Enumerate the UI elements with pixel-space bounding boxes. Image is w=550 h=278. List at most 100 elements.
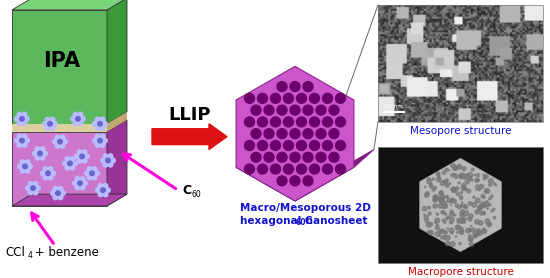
Circle shape (444, 212, 446, 214)
Text: nanosheet: nanosheet (302, 216, 367, 226)
Circle shape (277, 152, 287, 162)
Circle shape (485, 219, 490, 224)
Circle shape (100, 142, 106, 148)
Circle shape (453, 166, 458, 170)
Text: IPA: IPA (43, 51, 80, 71)
Circle shape (76, 158, 82, 164)
Circle shape (303, 176, 313, 186)
Circle shape (441, 236, 443, 239)
Circle shape (64, 157, 76, 169)
Circle shape (460, 212, 464, 215)
Circle shape (477, 179, 480, 181)
Circle shape (336, 117, 345, 127)
Circle shape (478, 207, 482, 210)
Text: Macropore structure: Macropore structure (408, 267, 514, 277)
Circle shape (461, 185, 466, 190)
Circle shape (303, 105, 313, 115)
Circle shape (277, 82, 287, 91)
Circle shape (461, 204, 463, 206)
Circle shape (476, 185, 480, 189)
Circle shape (91, 175, 97, 181)
Circle shape (493, 216, 496, 219)
Circle shape (89, 170, 95, 176)
Text: Macro/Mesoporous 2D: Macro/Mesoporous 2D (240, 203, 371, 213)
Circle shape (454, 214, 456, 216)
Circle shape (102, 162, 108, 168)
Polygon shape (12, 124, 107, 132)
Circle shape (86, 175, 92, 181)
Circle shape (453, 199, 456, 203)
Circle shape (35, 155, 41, 161)
Circle shape (438, 176, 441, 178)
Circle shape (448, 170, 450, 171)
Circle shape (435, 221, 437, 224)
Circle shape (21, 133, 28, 139)
Circle shape (19, 138, 25, 144)
Circle shape (480, 204, 483, 208)
Circle shape (74, 153, 80, 160)
Circle shape (459, 219, 460, 221)
Circle shape (465, 180, 469, 184)
Circle shape (495, 185, 497, 186)
Circle shape (456, 232, 458, 233)
Circle shape (84, 170, 90, 176)
Circle shape (42, 150, 48, 157)
Circle shape (439, 197, 444, 202)
Circle shape (464, 188, 466, 190)
Circle shape (25, 185, 31, 191)
Circle shape (439, 178, 440, 179)
Circle shape (102, 153, 108, 159)
Circle shape (443, 180, 445, 182)
Circle shape (271, 93, 281, 103)
Circle shape (290, 152, 300, 162)
Circle shape (52, 139, 58, 145)
Circle shape (459, 230, 463, 234)
Circle shape (476, 189, 477, 190)
Circle shape (449, 228, 454, 233)
Circle shape (446, 184, 449, 187)
Circle shape (28, 190, 34, 195)
Polygon shape (236, 150, 315, 201)
Circle shape (310, 140, 320, 150)
Circle shape (59, 143, 65, 149)
Polygon shape (12, 194, 127, 206)
Circle shape (296, 164, 306, 174)
Circle shape (468, 202, 472, 205)
Circle shape (485, 189, 488, 191)
Circle shape (468, 217, 472, 221)
Circle shape (463, 219, 465, 220)
Circle shape (468, 236, 473, 241)
Circle shape (22, 163, 28, 169)
Circle shape (443, 235, 447, 238)
Circle shape (432, 188, 436, 191)
Circle shape (430, 185, 433, 188)
Circle shape (97, 183, 103, 189)
Circle shape (16, 133, 23, 139)
Circle shape (457, 164, 461, 169)
Circle shape (449, 183, 450, 185)
Circle shape (64, 165, 70, 171)
Circle shape (463, 204, 466, 208)
Polygon shape (12, 0, 127, 10)
Text: CCl: CCl (5, 245, 25, 259)
Circle shape (491, 210, 493, 212)
Circle shape (78, 111, 84, 118)
Circle shape (257, 140, 267, 150)
Circle shape (493, 208, 495, 210)
Circle shape (439, 191, 443, 195)
Circle shape (73, 120, 79, 126)
Circle shape (475, 178, 479, 182)
Text: C: C (182, 184, 191, 197)
Circle shape (461, 183, 466, 188)
Circle shape (424, 216, 428, 220)
Circle shape (310, 93, 320, 103)
Circle shape (70, 116, 76, 122)
Circle shape (449, 221, 453, 224)
Circle shape (95, 125, 101, 131)
Circle shape (58, 186, 63, 192)
Circle shape (310, 117, 320, 127)
Circle shape (436, 177, 441, 182)
Circle shape (52, 121, 58, 127)
Text: 4: 4 (28, 252, 33, 260)
Circle shape (450, 204, 452, 205)
